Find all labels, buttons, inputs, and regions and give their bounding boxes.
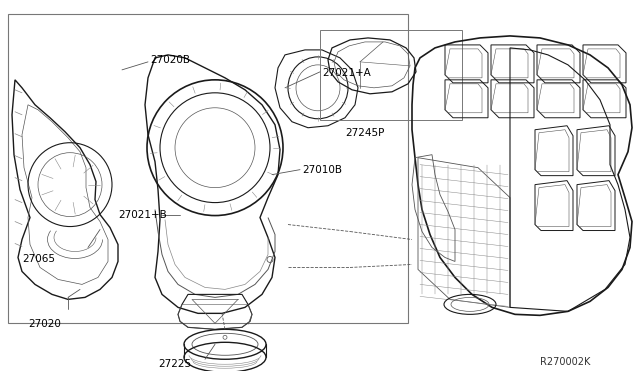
Text: 27020: 27020 (28, 319, 61, 329)
Bar (320, 30, 462, 120)
Bar (8, 14, 408, 323)
Text: 27245P: 27245P (345, 128, 385, 138)
Text: 27021+A: 27021+A (322, 68, 371, 78)
Text: 27065: 27065 (22, 254, 55, 264)
Text: 27021+B: 27021+B (118, 209, 167, 219)
Text: 27225: 27225 (158, 359, 191, 369)
Text: 27010B: 27010B (302, 165, 342, 175)
Text: 27020B: 27020B (150, 55, 190, 65)
Text: R270002K: R270002K (540, 357, 590, 367)
